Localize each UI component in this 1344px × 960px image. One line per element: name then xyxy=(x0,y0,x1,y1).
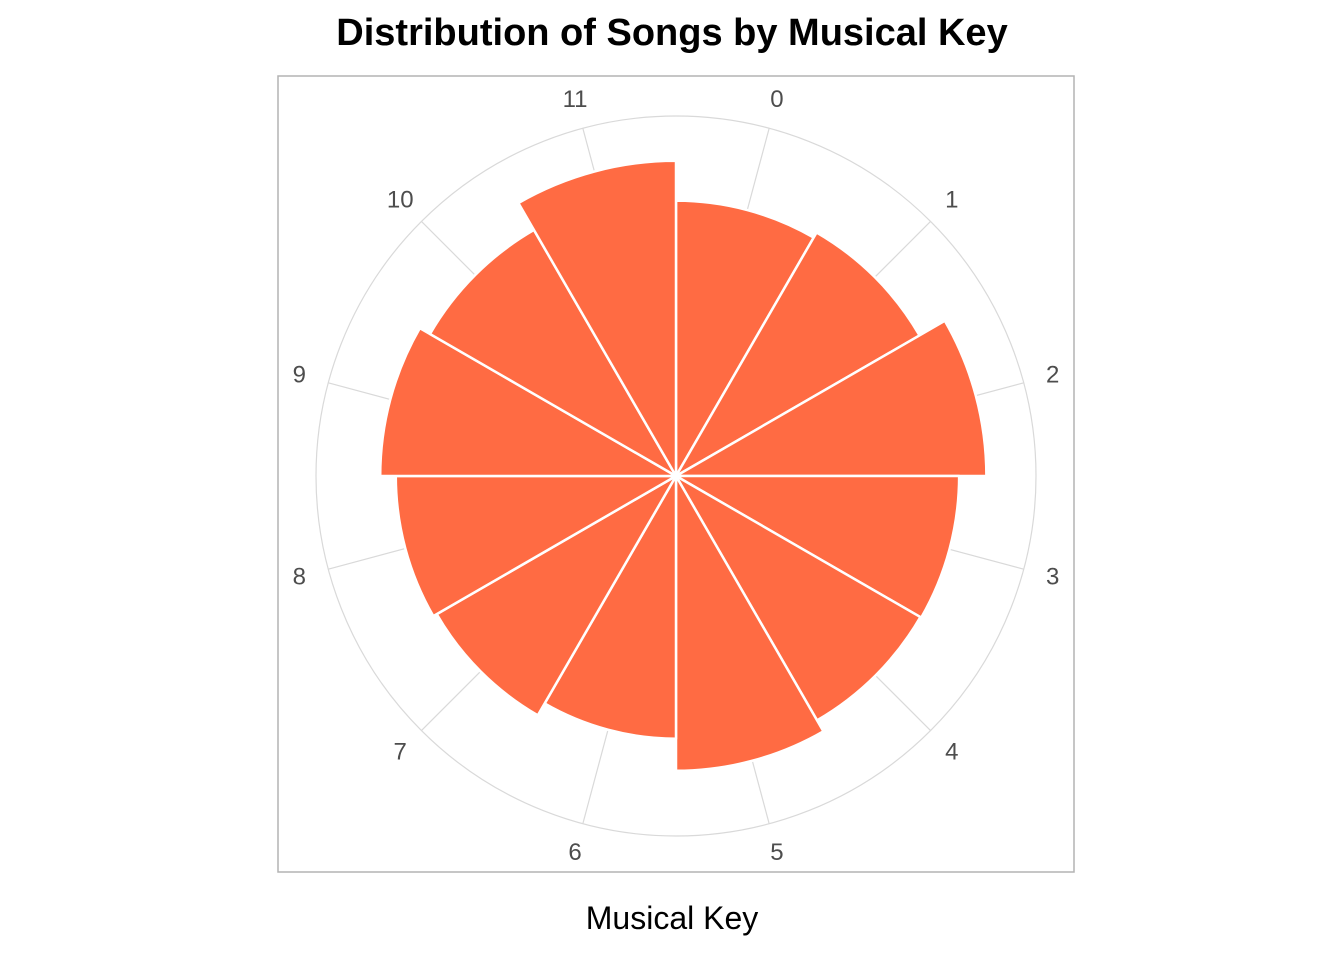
chart-title: Distribution of Songs by Musical Key xyxy=(336,12,1008,54)
tick-label-0: 0 xyxy=(770,86,783,113)
bar-key-1 xyxy=(674,231,921,478)
grid-circle xyxy=(315,115,1037,837)
bar-key-3 xyxy=(674,474,961,619)
tick-label-3: 3 xyxy=(1046,563,1059,590)
bar-key-7 xyxy=(435,474,678,717)
tick-label-1: 1 xyxy=(945,187,958,214)
panel-border xyxy=(277,75,1075,873)
tick-label-9: 9 xyxy=(293,362,306,389)
tick-label-layer: 0 1 2 3 4 5 6 7 8 9 10 11 xyxy=(293,86,1060,866)
bar-key-4 xyxy=(674,474,922,722)
bar-key-0 xyxy=(674,199,815,478)
bar-layer xyxy=(378,159,988,773)
bar-key-10 xyxy=(428,228,678,478)
tick-label-4: 4 xyxy=(945,738,958,765)
tick-label-2: 2 xyxy=(1046,362,1059,389)
tick-label-6: 6 xyxy=(568,839,581,866)
tick-label-11: 11 xyxy=(563,86,588,113)
bar-key-5 xyxy=(674,474,825,773)
tick-label-8: 8 xyxy=(293,563,306,590)
bar-key-9 xyxy=(378,326,678,478)
bar-key-2 xyxy=(674,319,988,478)
bar-key-6 xyxy=(543,474,678,740)
bar-key-8 xyxy=(394,474,678,618)
tick-label-5: 5 xyxy=(770,839,783,866)
tick-label-10: 10 xyxy=(387,187,414,214)
tick-label-7: 7 xyxy=(394,738,407,765)
x-axis-label: Musical Key xyxy=(585,900,759,936)
bar-key-11 xyxy=(517,159,678,478)
